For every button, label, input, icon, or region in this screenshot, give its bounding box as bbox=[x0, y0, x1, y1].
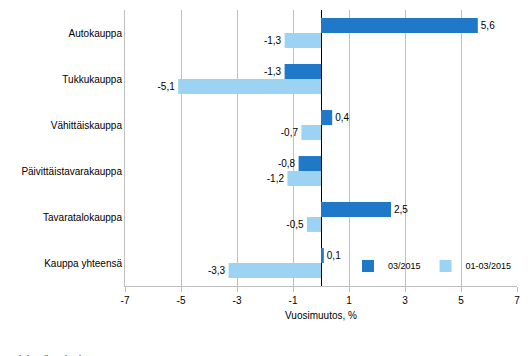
svg-text:-0,8: -0,8 bbox=[278, 158, 296, 169]
svg-text:0,1: 0,1 bbox=[327, 250, 341, 261]
svg-text:Tavaratalokauppa: Tavaratalokauppa bbox=[43, 212, 122, 223]
svg-text:Päivittäistavarakauppa: Päivittäistavarakauppa bbox=[21, 166, 122, 177]
svg-text:03/2015: 03/2015 bbox=[388, 261, 421, 271]
svg-text:1: 1 bbox=[346, 295, 352, 306]
svg-text:Kauppa yhteensä: Kauppa yhteensä bbox=[44, 258, 122, 269]
svg-text:-3: -3 bbox=[233, 295, 242, 306]
svg-text:7: 7 bbox=[514, 295, 520, 306]
svg-text:5: 5 bbox=[458, 295, 464, 306]
svg-text:-1: -1 bbox=[289, 295, 298, 306]
svg-text:Vähittäiskauppa: Vähittäiskauppa bbox=[51, 120, 123, 131]
svg-text:-5: -5 bbox=[177, 295, 186, 306]
svg-text:01-03/2015: 01-03/2015 bbox=[466, 261, 512, 271]
svg-text:Vuosimuutos, %: Vuosimuutos, % bbox=[285, 310, 357, 321]
svg-text:-0,7: -0,7 bbox=[281, 127, 299, 138]
svg-text:-5,1: -5,1 bbox=[158, 81, 176, 92]
svg-text:2,5: 2,5 bbox=[394, 204, 408, 215]
svg-text:-1,2: -1,2 bbox=[267, 173, 285, 184]
svg-text:Tukkukauppa: Tukkukauppa bbox=[62, 74, 122, 85]
svg-text:-1,3: -1,3 bbox=[264, 66, 282, 77]
svg-text:-3,3: -3,3 bbox=[208, 265, 226, 276]
svg-text:-1,3: -1,3 bbox=[264, 35, 282, 46]
svg-text:Autokauppa: Autokauppa bbox=[69, 28, 123, 39]
svg-text:-7: -7 bbox=[121, 295, 130, 306]
svg-text:3: 3 bbox=[402, 295, 408, 306]
svg-text:0,4: 0,4 bbox=[335, 112, 349, 123]
svg-text:-0,5: -0,5 bbox=[286, 219, 304, 230]
svg-text:5,6: 5,6 bbox=[481, 20, 495, 31]
svg-text:Lähde: Tilastokeskus: Lähde: Tilastokeskus bbox=[9, 354, 94, 356]
